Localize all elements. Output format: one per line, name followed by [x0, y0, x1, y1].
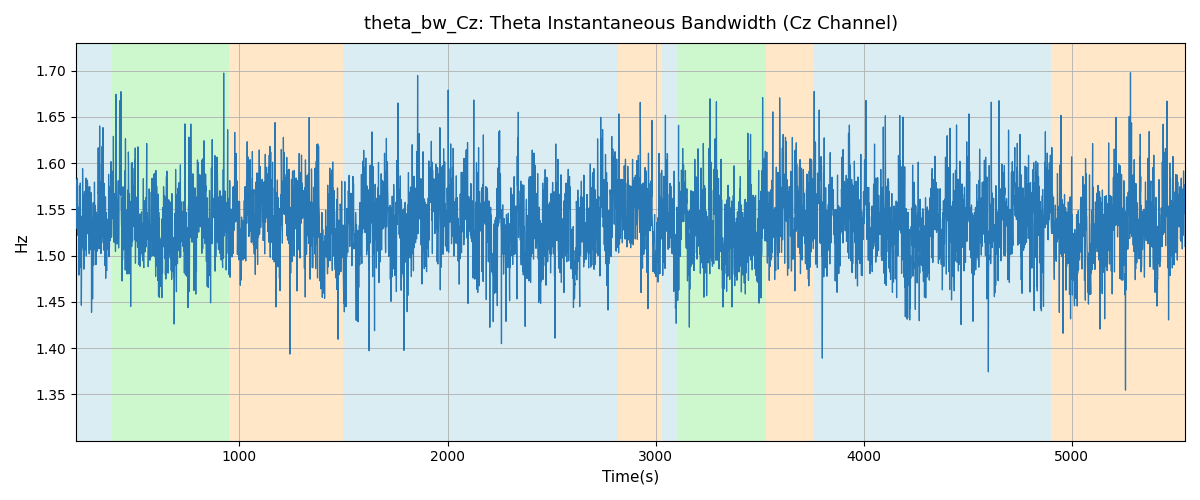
- Bar: [766, 43, 814, 440]
- Y-axis label: Hz: Hz: [14, 232, 30, 252]
- Bar: [661, 43, 678, 440]
- Bar: [618, 43, 661, 440]
- X-axis label: Time(s): Time(s): [602, 470, 659, 485]
- Bar: [814, 43, 1051, 440]
- Bar: [1051, 43, 1186, 440]
- Title: theta_bw_Cz: Theta Instantaneous Bandwidth (Cz Channel): theta_bw_Cz: Theta Instantaneous Bandwid…: [364, 15, 898, 34]
- Bar: [229, 43, 343, 440]
- Bar: [343, 43, 618, 440]
- Bar: [76, 43, 112, 440]
- Bar: [678, 43, 766, 440]
- Bar: [112, 43, 229, 440]
